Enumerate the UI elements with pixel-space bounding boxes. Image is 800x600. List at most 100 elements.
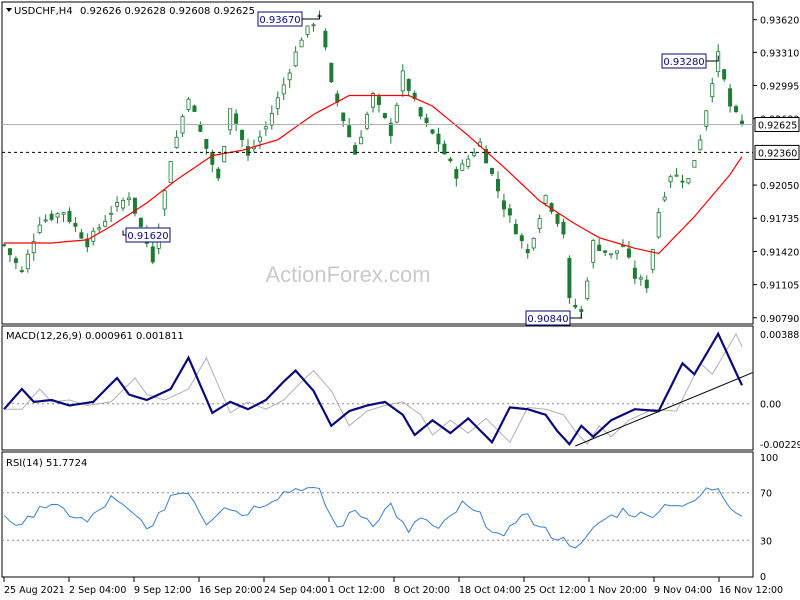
macd-tick-label: -0.002294	[760, 440, 800, 451]
x-tick-label: 18 Oct 04:00	[459, 585, 521, 596]
candle-body	[573, 304, 578, 308]
price-candles	[2, 10, 745, 319]
current-price-label: 0.92625	[758, 121, 797, 132]
macd-tick-label: 0.00	[760, 400, 781, 411]
candle-body	[186, 98, 191, 110]
symbol-label: USDCHF,H4	[14, 6, 73, 17]
candle-body	[609, 253, 614, 256]
candle-body	[353, 145, 358, 155]
candle-body	[662, 196, 667, 201]
candle-body	[543, 194, 548, 204]
annotation-box	[257, 11, 303, 27]
macd-title: MACD(12,26,9) 0.000961 0.001811	[6, 331, 184, 342]
price-tick-label: 0.91420	[760, 247, 799, 258]
candle-body	[103, 220, 108, 227]
candle-body	[525, 249, 530, 254]
candle-body	[198, 124, 203, 132]
candle-body	[656, 212, 661, 238]
candle-body	[460, 163, 465, 171]
candle-body	[442, 143, 447, 155]
candle-body	[299, 39, 304, 48]
candle-body	[263, 126, 268, 130]
candle-body	[305, 25, 310, 35]
candle-body	[424, 117, 429, 124]
candle-body	[234, 113, 239, 124]
x-tick-label: 9 Nov 04:00	[654, 585, 712, 596]
candle-body	[174, 136, 179, 148]
annotation-label: 0.93670	[259, 15, 300, 26]
candle-body	[2, 244, 7, 246]
candle-body	[585, 280, 590, 300]
candle-body	[466, 158, 471, 167]
candle-body	[376, 96, 381, 105]
candle-body	[73, 222, 78, 227]
candle-body	[67, 210, 72, 222]
candle-body	[132, 197, 137, 214]
candle-body	[555, 213, 560, 224]
x-tick-label: 9 Sep 12:00	[134, 585, 191, 596]
candle-body	[43, 219, 48, 222]
candle-body	[668, 176, 673, 183]
candle-body	[501, 200, 506, 210]
candle-body	[210, 152, 215, 165]
collapse-arrow-icon[interactable]	[6, 8, 12, 12]
candle-body	[716, 51, 721, 73]
candle-body	[430, 129, 435, 134]
candle-body	[162, 190, 167, 210]
candle-body	[686, 178, 691, 184]
candle-body	[192, 105, 197, 112]
price-tick-label: 0.92050	[760, 181, 799, 192]
price-tick-label: 0.93310	[760, 48, 799, 59]
annotation-label: 0.90840	[527, 314, 568, 325]
candle-body	[275, 97, 280, 109]
candle-body	[257, 136, 262, 142]
candle-body	[418, 107, 423, 117]
candle-body	[400, 70, 405, 92]
candle-body	[269, 113, 274, 126]
rsi-tick-label: 100	[760, 453, 778, 464]
candle-body	[722, 69, 727, 80]
candle-body	[293, 51, 298, 67]
candle-body	[615, 250, 620, 254]
support-level-label: 0.92360	[758, 148, 797, 159]
candle-body	[704, 110, 709, 127]
x-tick-label: 16 Nov 12:00	[719, 585, 783, 596]
macd-signal-line	[4, 332, 743, 446]
annotation-box	[125, 227, 171, 243]
macd-lines	[2, 331, 754, 447]
candle-body	[370, 93, 375, 108]
candle-body	[138, 217, 143, 227]
x-tick-label: 25 Aug 2021	[4, 585, 65, 596]
candle-body	[698, 139, 703, 151]
candle-body	[216, 168, 221, 179]
candle-body	[150, 246, 155, 263]
candle-body	[620, 245, 625, 248]
candle-body	[490, 168, 495, 174]
candle-body	[31, 241, 36, 254]
macd-tick-label: 0.003887	[760, 330, 800, 341]
annotation-leader	[302, 14, 320, 20]
x-tick-label: 1 Nov 20:00	[589, 585, 647, 596]
current-price-tag	[754, 117, 800, 132]
candle-body	[323, 30, 328, 48]
candle-body	[7, 248, 12, 256]
candle-body	[359, 136, 364, 145]
candle-body	[115, 202, 120, 207]
price-panel	[1, 1, 754, 325]
candle-body	[626, 248, 631, 258]
candle-body	[49, 213, 54, 220]
candle-body	[728, 88, 733, 107]
rsi-line	[3, 486, 743, 549]
candle-body	[55, 213, 60, 218]
rsi-title: RSI(14) 51.7724	[6, 458, 87, 469]
annotation-label: 0.91620	[127, 231, 168, 242]
candle-body	[394, 104, 399, 123]
candle-body	[567, 258, 572, 299]
candle-body	[168, 161, 173, 184]
support-level-tag	[754, 144, 800, 160]
rsi-tick-label: 30	[760, 536, 772, 547]
candle-body	[495, 179, 500, 192]
candle-body	[680, 180, 685, 183]
rsi-panel	[1, 451, 754, 578]
